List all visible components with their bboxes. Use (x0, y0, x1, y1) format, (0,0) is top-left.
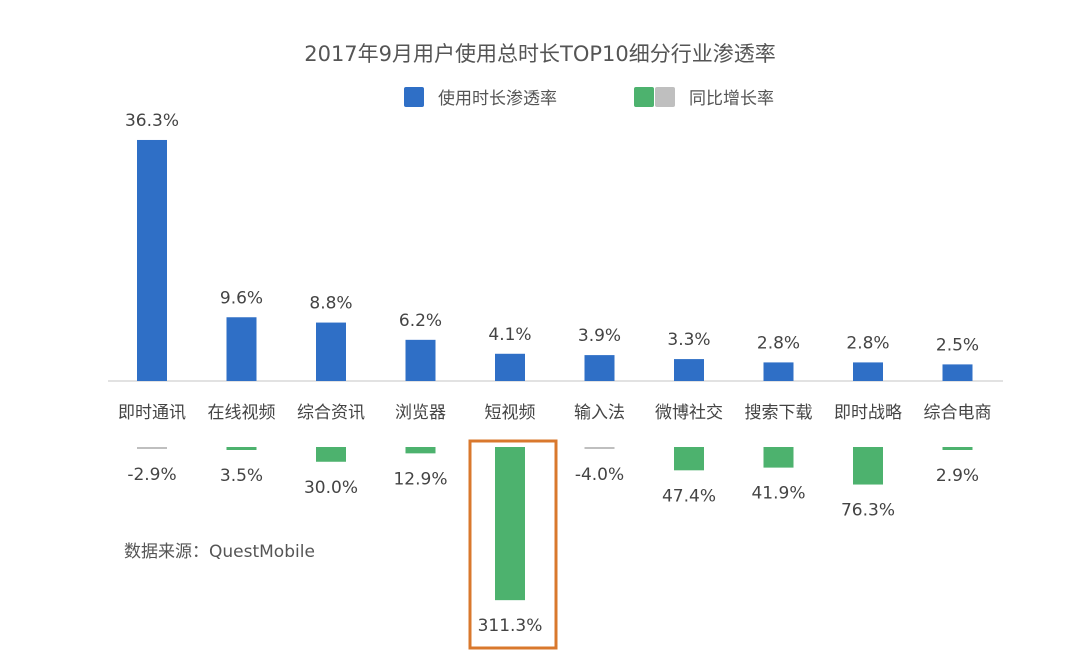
category-label: 短视频 (485, 403, 536, 423)
category-label: 综合资讯 (297, 403, 365, 423)
category-label: 搜索下载 (745, 403, 813, 423)
bar-penetration (763, 362, 794, 381)
bar-penetration (495, 353, 525, 381)
category-label: 即时战略 (834, 403, 902, 423)
bar-penetration (853, 362, 883, 381)
bar-growth (226, 447, 257, 450)
category-label: 浏览器 (395, 403, 446, 423)
bar-growth (942, 447, 973, 450)
category-label: 微博社交 (655, 403, 723, 423)
data-label-growth: 12.9% (393, 469, 447, 489)
data-label-growth: -2.9% (127, 465, 176, 485)
data-label-growth: 47.4% (662, 486, 716, 506)
bar-penetration (316, 322, 346, 381)
bar-growth (763, 447, 794, 468)
bar-growth (137, 447, 167, 449)
bar-growth (674, 447, 704, 471)
data-label-penetration: 2.8% (846, 333, 889, 353)
data-label-penetration: 6.2% (399, 311, 442, 331)
data-label-growth: 41.9% (751, 484, 805, 504)
bar-penetration (674, 359, 704, 381)
data-label-growth: 76.3% (841, 501, 895, 521)
legend-label: 使用时长渗透率 (438, 89, 557, 109)
bar-penetration (584, 355, 615, 381)
data-label-penetration: 4.1% (488, 325, 531, 345)
data-label-penetration: 36.3% (125, 111, 179, 131)
category-label: 输入法 (574, 403, 625, 423)
data-label-penetration: 3.9% (578, 326, 621, 346)
category-label: 在线视频 (208, 403, 276, 423)
data-label-growth: 2.9% (936, 466, 979, 486)
highlight-box (468, 439, 558, 650)
bar-growth (316, 447, 346, 462)
data-label-growth: -4.0% (575, 465, 624, 485)
legend-label: 同比增长率 (689, 89, 774, 109)
bar-penetration (405, 339, 436, 381)
bar-penetration (226, 317, 257, 381)
bar-growth (853, 447, 883, 485)
data-label-growth: 3.5% (220, 466, 263, 486)
source-note: 数据来源：QuestMobile (124, 542, 315, 562)
legend-item-penetration: 使用时长渗透率 (404, 84, 557, 109)
category-label: 即时通讯 (118, 403, 186, 423)
bar-growth (584, 447, 615, 449)
data-label-penetration: 8.8% (309, 294, 352, 314)
data-label-penetration: 3.3% (667, 330, 710, 350)
bar-growth (495, 447, 525, 601)
data-label-growth: 30.0% (304, 478, 358, 498)
data-label-penetration: 2.5% (936, 335, 979, 355)
bar-penetration (942, 364, 973, 381)
bar-penetration (137, 139, 167, 381)
legend-item-growth: 同比增长率 (634, 84, 774, 109)
bar-growth (405, 447, 436, 454)
data-label-penetration: 9.6% (220, 288, 263, 308)
legend-swatch-green (634, 86, 654, 107)
data-label-growth: 311.3% (478, 616, 543, 636)
category-label: 综合电商 (924, 403, 992, 423)
data-label-penetration: 2.8% (757, 333, 800, 353)
chart-title: 2017年9月用户使用总时长TOP10细分行业渗透率 (304, 42, 776, 66)
legend-swatch-blue (404, 86, 424, 107)
legend-swatch-gray (655, 86, 675, 107)
